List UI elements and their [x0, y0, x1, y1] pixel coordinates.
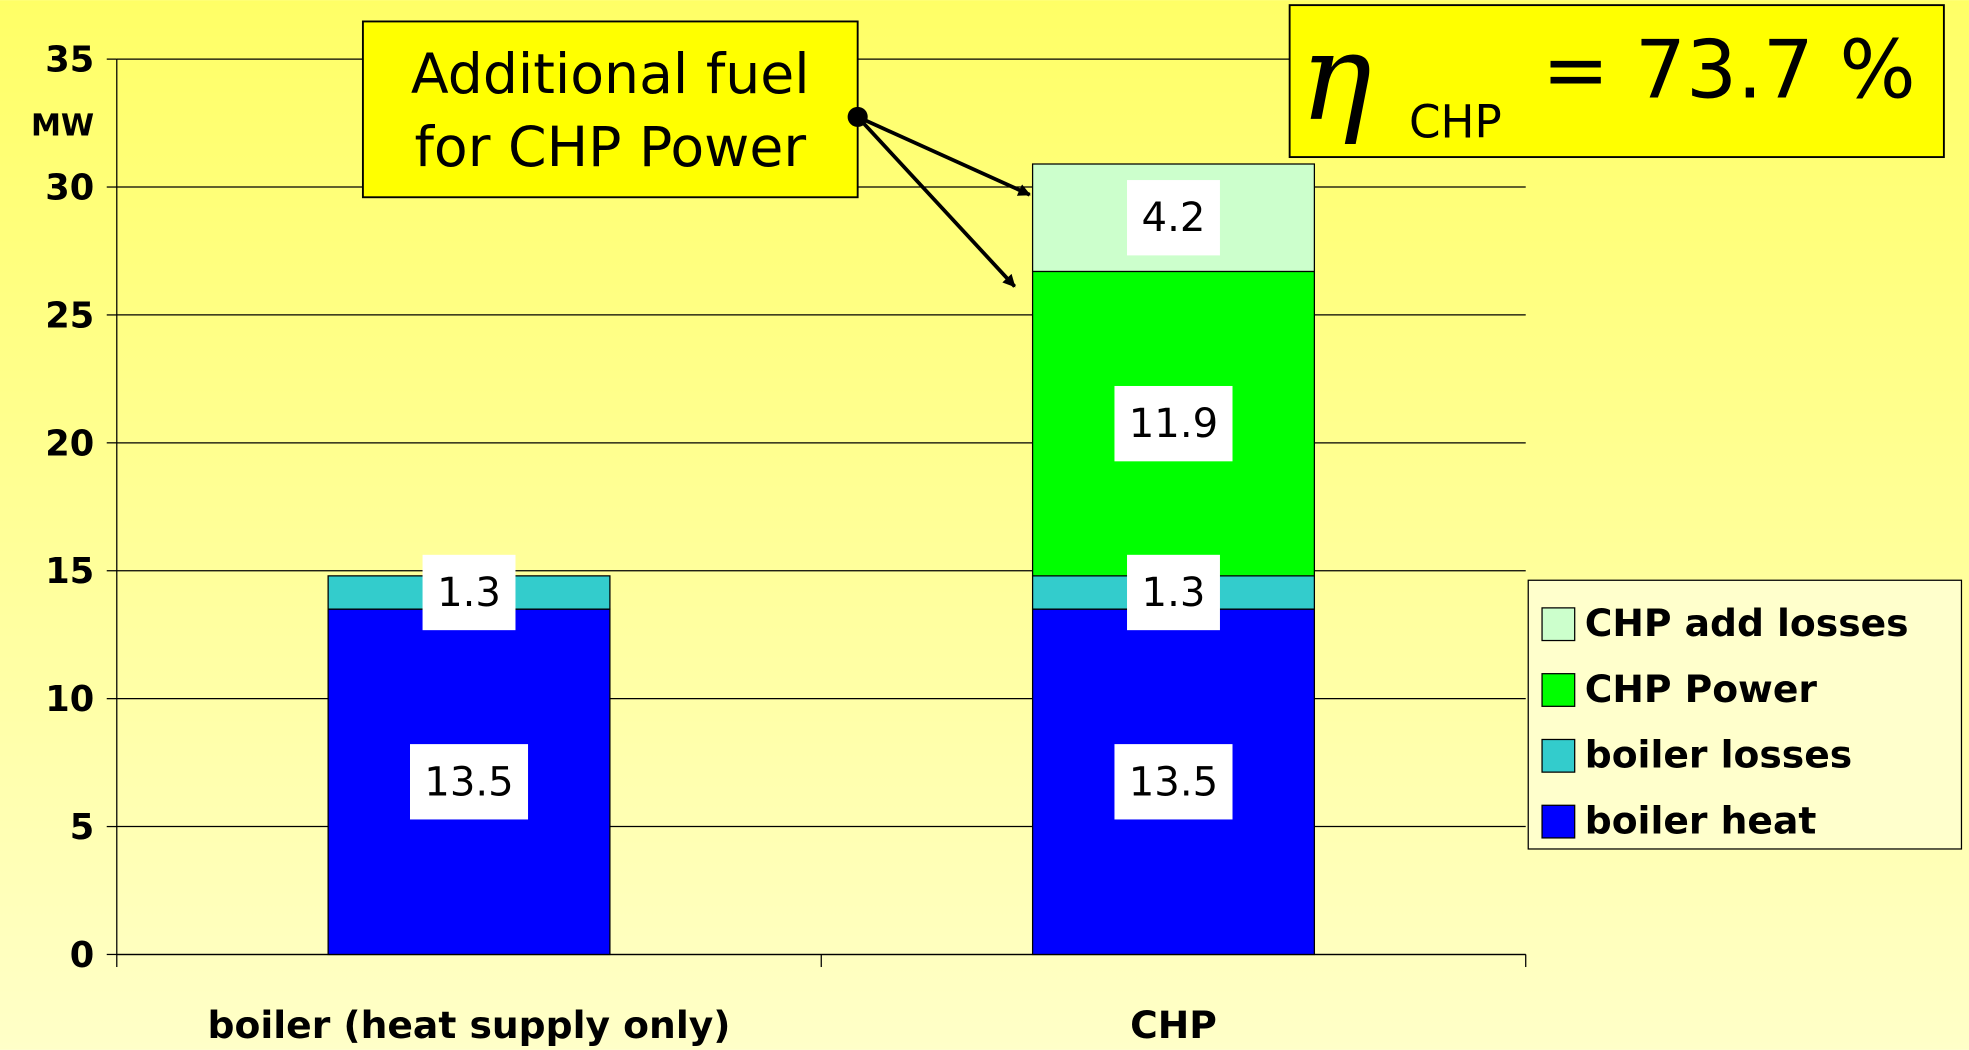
x-tick-label: CHP	[1130, 1003, 1217, 1047]
legend-swatch	[1541, 738, 1576, 773]
data-label-box	[1127, 554, 1220, 631]
annotation-text: for CHP Power	[414, 116, 806, 180]
legend-swatch	[1541, 673, 1576, 707]
y-tick-label: 25	[45, 295, 94, 336]
data-label-box	[422, 554, 516, 631]
y-tick-label: 20	[45, 423, 94, 464]
y-unit: MW	[31, 108, 94, 143]
data-label-box	[1114, 385, 1233, 462]
data-label: 13.5	[1129, 759, 1218, 805]
efficiency-symbol: η	[1300, 8, 1372, 148]
legend-swatch	[1541, 804, 1576, 839]
y-tick-label: 10	[45, 679, 94, 720]
y-tick-label: 5	[70, 807, 94, 848]
legend-box	[1527, 579, 1963, 850]
legend-swatch	[1541, 607, 1576, 642]
efficiency-box	[1288, 4, 1945, 159]
y-tick-label: 15	[45, 551, 94, 592]
annotation-box	[361, 20, 859, 199]
data-label: 1.3	[437, 570, 501, 616]
data-label-box	[1114, 744, 1233, 820]
data-label: 13.5	[424, 759, 513, 805]
y-tick-label: 0	[70, 935, 94, 976]
legend-label: boiler losses	[1585, 733, 1852, 777]
data-label-box	[409, 744, 529, 820]
x-tick-label: boiler (heat supply only)	[208, 1003, 731, 1047]
arrow	[856, 115, 1017, 288]
efficiency-subscript: CHP	[1409, 96, 1502, 149]
legend-label: CHP Power	[1585, 667, 1818, 711]
efficiency-text: = 73.7 %	[1542, 22, 1916, 116]
arrow	[856, 115, 1031, 197]
legend-label: boiler heat	[1585, 798, 1817, 842]
data-label: 1.3	[1142, 570, 1206, 616]
data-label: 11.9	[1129, 401, 1218, 447]
legend-label: CHP add losses	[1585, 601, 1909, 645]
y-tick-label: 30	[45, 168, 94, 209]
data-label: 4.2	[1142, 195, 1206, 241]
y-tick-label: 35	[45, 40, 94, 81]
annotation-text: Additional fuel	[411, 43, 810, 107]
data-label-box	[1127, 180, 1220, 256]
